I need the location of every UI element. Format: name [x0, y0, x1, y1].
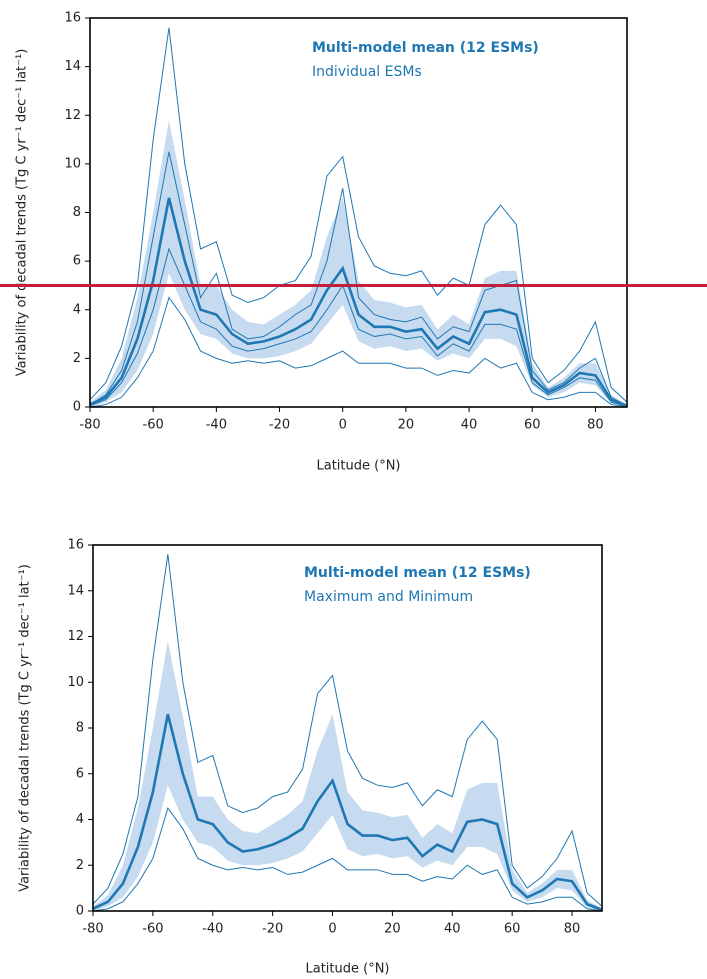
model-line [89, 151, 628, 407]
y-tick-label: 2 [73, 351, 81, 366]
y-tick-label: 10 [64, 156, 81, 171]
x-axis-label: Latitude (°N) [316, 459, 400, 474]
x-axis-label: Latitude (°N) [305, 962, 389, 977]
spread-band [93, 641, 602, 911]
y-tick-label: 14 [64, 59, 81, 74]
x-tick-label: -60 [143, 418, 164, 433]
model-line [89, 296, 628, 408]
y-tick-label: 14 [67, 583, 84, 598]
x-tick-label: -80 [79, 418, 100, 433]
x-tick-label: 80 [587, 418, 604, 433]
y-tick-label: 0 [73, 400, 81, 415]
x-tick-label: -80 [82, 922, 103, 937]
y-tick-label: 12 [67, 629, 84, 644]
x-tick-label: 40 [444, 922, 461, 937]
x-tick-label: 60 [504, 922, 521, 937]
model-line [89, 27, 628, 403]
legend-entry: Maximum and Minimum [304, 589, 473, 605]
x-tick-label: 20 [384, 922, 401, 937]
y-tick-label: 12 [64, 108, 81, 123]
mean-line [89, 197, 628, 407]
y-tick-label: 10 [67, 675, 84, 690]
y-axis-label: Variability of decadal trends (Tg C yr⁻¹… [15, 49, 30, 377]
legend-entry: Individual ESMs [312, 64, 422, 80]
y-tick-label: 16 [67, 538, 84, 553]
x-tick-label: 60 [524, 418, 541, 433]
x-tick-label: 80 [564, 922, 581, 937]
model-line [92, 554, 603, 907]
x-tick-label: 0 [339, 418, 347, 433]
x-tick-label: 20 [398, 418, 415, 433]
y-tick-label: 4 [76, 812, 84, 827]
spread-band [90, 120, 627, 408]
x-tick-label: 40 [461, 418, 478, 433]
x-tick-label: -40 [202, 922, 223, 937]
y-tick-label: 6 [76, 766, 84, 781]
y-tick-label: 0 [76, 904, 84, 919]
y-tick-label: 6 [73, 254, 81, 269]
x-tick-label: -20 [262, 922, 283, 937]
x-tick-label: -20 [269, 418, 290, 433]
y-tick-label: 4 [73, 302, 81, 317]
x-tick-label: -40 [206, 418, 227, 433]
y-tick-label: 8 [76, 721, 84, 736]
legend-entry: Multi-model mean (12 ESMs) [312, 40, 539, 56]
legend-entry: Multi-model mean (12 ESMs) [304, 565, 531, 581]
model-line [89, 247, 628, 407]
x-tick-label: -60 [142, 922, 163, 937]
mean-line [92, 713, 603, 912]
y-axis-label: Variability of decadal trends (Tg C yr⁻¹… [18, 564, 33, 892]
y-tick-label: 2 [76, 858, 84, 873]
y-tick-label: 16 [64, 11, 81, 26]
y-tick-label: 8 [73, 205, 81, 220]
model-line [92, 806, 603, 912]
x-tick-label: 0 [328, 922, 336, 937]
